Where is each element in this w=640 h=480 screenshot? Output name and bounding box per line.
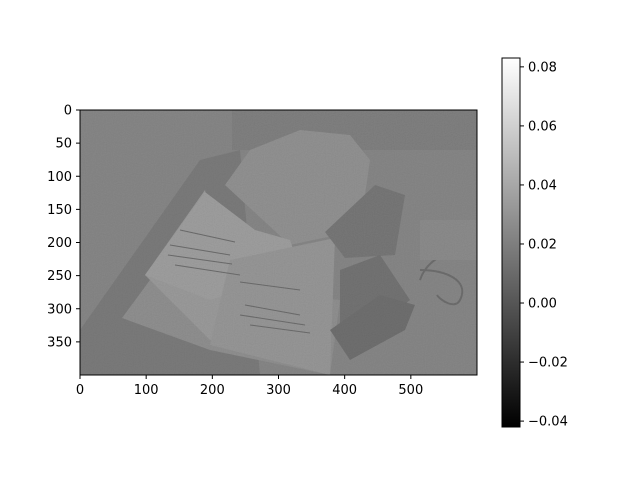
colorbar-tick-label: −0.02 [528, 356, 568, 371]
y-axis: 0 50 100 150 200 250 300 350 [47, 104, 80, 350]
image-dark-object-1 [325, 185, 405, 258]
colorbar [501, 57, 521, 428]
colorbar-tick-label: 0.02 [528, 237, 557, 252]
image-right-light [420, 220, 477, 260]
y-tick-label: 250 [47, 269, 72, 284]
y-tick-label: 50 [55, 137, 72, 152]
y-tick-label: 350 [47, 335, 72, 350]
y-tick-label: 0 [64, 104, 72, 119]
x-tick-label: 100 [134, 383, 159, 398]
y-tick-label: 200 [47, 236, 72, 251]
image-book-page-right [210, 238, 335, 375]
colorbar-tick-label: 0.06 [528, 119, 557, 134]
colorbar-tick-label: −0.04 [528, 415, 568, 430]
y-tick-label: 300 [47, 302, 72, 317]
colorbar-ticks: 0.08 0.06 0.04 0.02 0.00 −0.02 −0.04 [520, 60, 568, 430]
x-tick-label: 400 [332, 383, 357, 398]
colorbar-tick-label: 0.08 [528, 60, 557, 75]
colorbar-tick-label: 0.00 [528, 297, 557, 312]
image-page-text [167, 229, 311, 334]
image-plot [80, 110, 477, 375]
image-book-fan [225, 130, 370, 245]
x-tick-label: 300 [266, 383, 291, 398]
image-dark-object-3 [330, 295, 415, 360]
x-tick-label: 200 [200, 383, 225, 398]
y-tick-label: 150 [47, 203, 72, 218]
colorbar-tick-label: 0.04 [528, 178, 557, 193]
y-tick-label: 100 [47, 170, 72, 185]
x-tick-label: 500 [398, 383, 423, 398]
x-axis: 0 100 200 300 400 500 [76, 375, 423, 398]
x-tick-label: 0 [76, 383, 84, 398]
